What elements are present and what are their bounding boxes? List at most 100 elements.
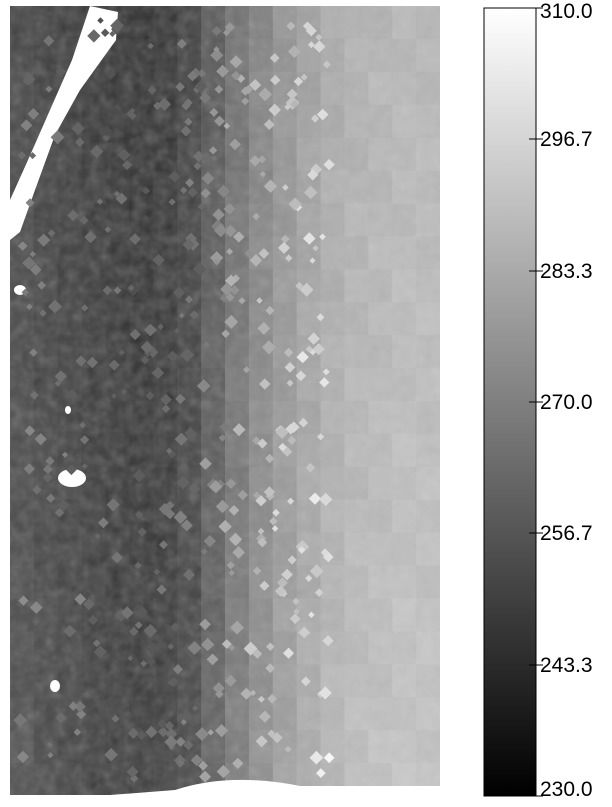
scatter-diamond — [287, 555, 297, 565]
scatter-diamond — [42, 472, 53, 483]
scatter-diamond — [104, 747, 118, 762]
scatter-diamond — [184, 295, 194, 304]
heatmap-cell — [416, 730, 440, 764]
heatmap-cell — [177, 170, 202, 205]
heatmap-cell — [105, 401, 131, 435]
scatter-diamond — [241, 97, 250, 106]
scatter-diamond — [17, 241, 28, 251]
scatter-diamond — [249, 689, 257, 697]
heatmap-cell — [344, 203, 370, 238]
scatter-diamond — [215, 499, 230, 514]
heatmap-cell — [416, 6, 440, 40]
heatmap-cell — [368, 170, 394, 205]
scatter-diamond — [145, 725, 158, 739]
scatter-diamond — [20, 119, 33, 132]
heatmap-cell — [368, 499, 394, 534]
scatter-diamond — [184, 427, 197, 439]
heatmap-cell — [368, 401, 394, 435]
heatmap-cell — [368, 565, 394, 600]
heatmap-cell — [320, 763, 346, 795]
scatter-diamond — [173, 510, 188, 525]
scatter-diamond — [165, 500, 175, 510]
heatmap-cell — [368, 532, 394, 567]
scatter-diamond — [313, 40, 326, 53]
scatter-diamond — [259, 580, 270, 591]
scatter-diamond — [293, 608, 300, 615]
heatmap-cell — [296, 203, 322, 238]
scatter-diamond — [211, 26, 222, 36]
heatmap-cell — [105, 433, 131, 468]
heatmap-cell — [225, 335, 250, 369]
colorbar-tick-label: 283.3 — [540, 260, 593, 283]
heatmap-cell — [392, 664, 417, 699]
scatter-diamond — [212, 682, 225, 695]
scatter-diamond — [192, 262, 207, 276]
scatter-diamond — [259, 378, 271, 390]
scatter-diamond — [120, 606, 134, 619]
heatmap-cell — [368, 598, 394, 633]
heatmap-cell — [10, 368, 35, 402]
scatter-diamond — [224, 314, 239, 329]
scatter-diamond — [189, 310, 199, 320]
scatter-diamonds — [13, 17, 335, 783]
scatter-diamond — [157, 97, 172, 111]
scatter-diamond — [129, 774, 139, 783]
scatter-diamond — [105, 141, 118, 154]
heatmap-cell — [57, 170, 83, 205]
heatmap-cell — [57, 6, 83, 40]
scatter-diamond — [316, 768, 326, 778]
scatter-diamond — [305, 345, 313, 353]
heatmap-cell — [81, 499, 107, 534]
heatmap-cell — [201, 137, 226, 172]
heatmap-cell — [344, 38, 370, 73]
scatter-diamond — [127, 655, 134, 662]
scatter-diamond — [305, 25, 317, 37]
heatmap-cell — [225, 433, 250, 468]
heatmap-cell — [81, 466, 107, 501]
scatter-diamond — [214, 724, 229, 738]
scatter-diamond — [302, 21, 312, 31]
scatter-diamond — [158, 503, 171, 516]
heatmap-cell — [344, 269, 370, 304]
no-data-region — [58, 469, 86, 487]
scatter-diamond — [216, 64, 230, 78]
heatmap-cell — [57, 763, 83, 795]
scatter-diamond — [108, 359, 120, 371]
heatmap-cell — [296, 302, 322, 336]
heatmap-cell — [344, 532, 370, 567]
scatter-diamond — [244, 249, 253, 258]
scatter-diamond — [129, 328, 141, 341]
scatter-diamond — [140, 340, 154, 354]
scatter-diamond — [229, 285, 240, 296]
heatmap-cell — [105, 763, 131, 795]
scatter-diamond — [287, 435, 297, 445]
heatmap-cell — [10, 631, 35, 666]
heatmap-cell — [416, 697, 440, 731]
scatter-diamond — [200, 548, 208, 556]
scatter-diamond — [317, 433, 325, 441]
scatter-diamond — [126, 765, 139, 778]
scatter-diamond — [45, 456, 55, 466]
scatter-diamond — [174, 432, 188, 446]
heatmap-cell — [57, 302, 83, 336]
heatmap-cell — [416, 38, 440, 73]
scatter-diamond — [183, 740, 194, 751]
scatter-diamond — [170, 622, 180, 632]
scatter-diamond — [209, 480, 223, 494]
scatter-diamond — [129, 233, 141, 245]
scatter-diamond — [300, 73, 308, 81]
scatter-diamond — [101, 125, 113, 137]
heatmap-cell — [248, 38, 274, 73]
scatter-diamond — [299, 282, 314, 297]
scatter-diamond — [167, 643, 174, 650]
heatmap-cell — [272, 664, 298, 699]
heatmap-cell — [320, 598, 346, 633]
heatmap-cell — [33, 730, 59, 764]
scatter-diamond — [152, 253, 165, 267]
colorbar-tick-label: 230.0 — [540, 778, 593, 801]
heatmap-cell — [392, 302, 417, 336]
heatmap-cell — [129, 401, 155, 435]
heatmap-cell — [201, 6, 226, 40]
scatter-diamond — [37, 233, 51, 247]
scatter-diamond — [87, 614, 99, 626]
